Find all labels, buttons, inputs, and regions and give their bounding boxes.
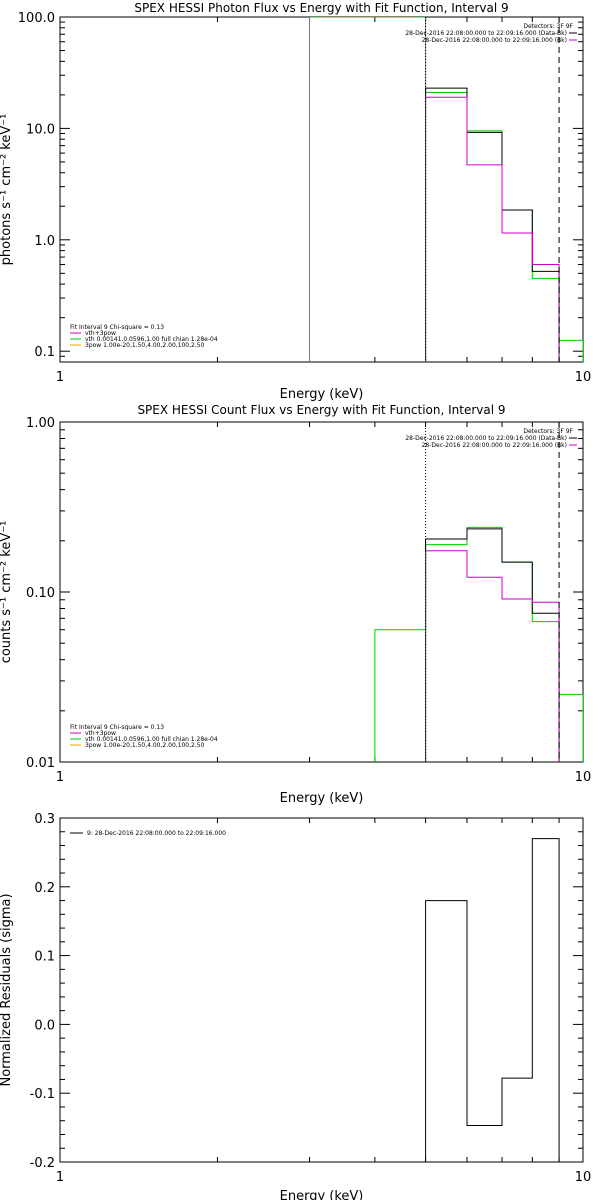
y-tick-label: 0.0 bbox=[34, 1018, 55, 1033]
legend-entry: vth 0.00141,0.0596,1.00 full chian 1.28e… bbox=[85, 736, 218, 743]
y-tick-label: 0.2 bbox=[34, 881, 55, 896]
y-axis-label: counts s⁻¹ cm⁻² keV⁻¹ bbox=[0, 521, 14, 664]
series-group bbox=[425, 838, 560, 1162]
legend-entry: vth 0.00141,0.0596,1.00 full chian 1.28e… bbox=[85, 336, 218, 343]
x-axis-label: Energy (keV) bbox=[280, 387, 364, 402]
y-tick-label: 1.0 bbox=[34, 234, 55, 249]
y-axis-label: photons s⁻¹ cm⁻² keV⁻¹ bbox=[0, 114, 14, 266]
series-group bbox=[309, 17, 583, 362]
y-tick-label: 0.10 bbox=[26, 586, 55, 601]
series-line-2 bbox=[425, 87, 560, 362]
y-tick-label: 0.1 bbox=[34, 950, 55, 965]
x-tick-label: 1 bbox=[56, 1170, 64, 1185]
y-axis-label: Normalized Residuals (sigma) bbox=[0, 893, 14, 1086]
y-tick-label: -0.2 bbox=[30, 1156, 55, 1171]
y-tick-label: 0.01 bbox=[26, 756, 55, 771]
legend-header: Detectors: 3F 9F bbox=[523, 23, 573, 30]
legend-header: Fit Interval 9 Chi-square = 0.13 bbox=[70, 724, 164, 731]
x-tick-label: 1 bbox=[56, 370, 64, 385]
chart-title: SPEX HESSI Photon Flux vs Energy with Fi… bbox=[134, 1, 508, 15]
chart-panel-1: SPEX HESSI Photon Flux vs Energy with Fi… bbox=[0, 1, 591, 402]
x-axis-label: Energy (keV) bbox=[280, 1189, 364, 1200]
chart-panel-3: 1 10 0.3 0.2 0.1 0.0 -0.1 -0.2 Energy (keV) Norma… bbox=[0, 812, 591, 1200]
series-line-1 bbox=[309, 17, 583, 362]
y-tick-label: 10.0 bbox=[26, 122, 55, 137]
chart-title: SPEX HESSI Count Flux vs Energy with Fit… bbox=[137, 403, 505, 417]
x-tick-label: 10 bbox=[575, 370, 592, 385]
plot-frame bbox=[59, 16, 584, 363]
x-tick-label: 10 bbox=[575, 1170, 592, 1185]
legend-entry: 28-Dec-2016 22:08:00.000 to 22:09:16.000… bbox=[405, 30, 567, 37]
legend-entry: vth+3pow bbox=[85, 730, 116, 737]
legend-entry: 3pow 1.00e-20,1.50,4.00,2.00,100,2.50 bbox=[85, 742, 205, 749]
y-tick-label: 100.0 bbox=[18, 11, 55, 26]
legend-header: Detectors: 3F 9F bbox=[523, 428, 573, 435]
series-line-3 bbox=[425, 96, 560, 362]
chart-panel-2: SPEX HESSI Count Flux vs Energy with Fit… bbox=[0, 403, 591, 806]
x-tick-label: 1 bbox=[56, 770, 64, 785]
series-line-3 bbox=[425, 550, 560, 762]
plot-frame bbox=[59, 817, 584, 1163]
plot-frame bbox=[59, 421, 584, 763]
y-tick-label: 0.1 bbox=[34, 345, 55, 360]
y-tick-label: 1.00 bbox=[26, 416, 55, 431]
legend-entry: 9: 28-Dec-2016 22:08:00.000 to 22:09:16.… bbox=[87, 830, 226, 837]
legend-entry: 28-Dec-2016 22:08:00.000 to 22:09:16.000… bbox=[422, 442, 567, 449]
legend-entry: 3pow 1.00e-20,1.50,4.00,2.00,100,2.50 bbox=[85, 342, 205, 349]
x-tick-label: 10 bbox=[575, 770, 592, 785]
series-line-1 bbox=[425, 838, 560, 1162]
series-line-1 bbox=[374, 526, 583, 762]
legend-entry: 28-Dec-2016 22:08:00.000 to 22:09:16.000… bbox=[405, 435, 567, 442]
y-tick-label: -0.1 bbox=[30, 1087, 55, 1102]
series-line-2 bbox=[425, 528, 560, 762]
legend-entry: 28-Dec-2016 22:08:00.000 to 22:09:16.000… bbox=[422, 37, 567, 44]
legend-entry: vth+3pow bbox=[85, 330, 116, 337]
y-tick-label: 0.3 bbox=[34, 812, 55, 827]
x-axis-label: Energy (keV) bbox=[280, 791, 364, 806]
legend-header: Fit Interval 9 Chi-square = 0.13 bbox=[70, 324, 164, 331]
series-group bbox=[374, 526, 583, 762]
